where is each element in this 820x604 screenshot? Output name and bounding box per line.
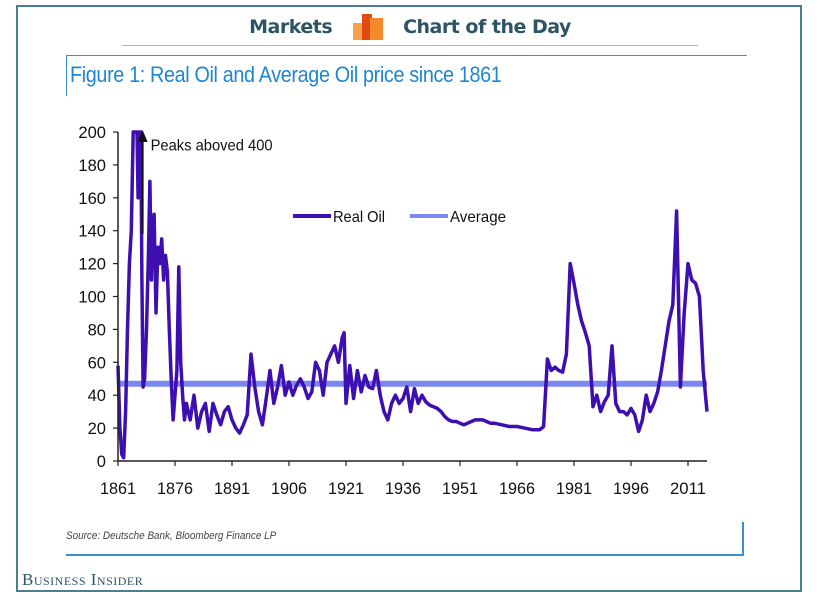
source-note: Source: Deutsche Bank, Bloomberg Finance… (66, 530, 277, 542)
y-tick-label: 40 (88, 386, 106, 405)
y-tick-label: 80 (88, 320, 106, 339)
x-tick-label: 1936 (385, 479, 421, 498)
banner-chart-of-the-day-label: Chart of the Day (403, 16, 571, 38)
legend-label-average: Average (450, 209, 506, 226)
annotation-peaks-label: Peaks aboved 400 (151, 137, 273, 154)
banner-markets-label: Markets (249, 16, 333, 38)
figure-title: Figure 1: Real Oil and Average Oil price… (70, 62, 502, 87)
x-tick-label: 1876 (157, 479, 193, 498)
x-tick-label: 1921 (328, 479, 364, 498)
y-tick-label: 20 (88, 419, 106, 438)
card-frame (16, 5, 802, 592)
x-tick-label: 2011 (670, 479, 706, 498)
y-tick-label: 100 (78, 288, 106, 307)
x-tick-label: 1906 (271, 479, 307, 498)
bar-chart-logo-icon (352, 14, 383, 40)
banner-rule (122, 45, 698, 46)
annotation-arrow-up-icon (137, 130, 148, 142)
y-tick-label: 180 (78, 156, 106, 175)
y-tick-label: 200 (78, 123, 106, 142)
x-tick-label: 1861 (100, 479, 136, 498)
y-tick-label: 0 (97, 452, 106, 471)
legend-label-real-oil: Real Oil (333, 209, 385, 226)
x-tick-label: 1951 (442, 479, 478, 498)
y-tick-label: 120 (78, 255, 106, 274)
series-real-oil-line (116, 130, 709, 460)
x-tick-label: 1966 (499, 479, 535, 498)
figure-title-border (66, 55, 747, 96)
y-tick-label: 140 (78, 222, 106, 241)
banner: Markets Chart of the Day (0, 14, 820, 44)
x-tick-label: 1891 (214, 479, 250, 498)
source-border (66, 522, 744, 556)
business-insider-logo: Business Insider (22, 570, 144, 589)
x-tick-label: 1996 (613, 479, 649, 498)
x-tick-label: 1981 (556, 479, 592, 498)
y-tick-label: 60 (88, 353, 106, 372)
y-tick-label: 160 (78, 189, 106, 208)
